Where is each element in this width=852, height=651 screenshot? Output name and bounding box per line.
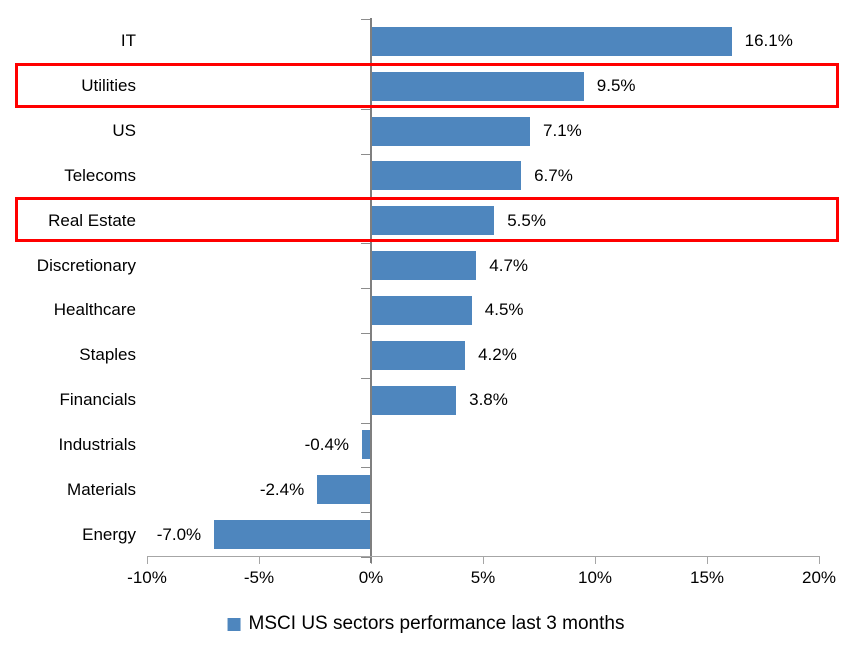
category-label: Staples bbox=[79, 345, 136, 365]
x-axis-tick bbox=[147, 557, 148, 564]
category-label: Telecoms bbox=[64, 165, 136, 185]
x-axis-tick-label: -5% bbox=[243, 568, 275, 587]
highlight-box-real-estate bbox=[15, 197, 839, 243]
category-label: Financials bbox=[59, 390, 136, 410]
x-axis-line bbox=[147, 556, 820, 557]
x-axis-tick bbox=[819, 557, 820, 564]
bar bbox=[371, 161, 522, 191]
value-label: 9.5% bbox=[596, 76, 636, 96]
category-boundary-tick bbox=[361, 467, 370, 468]
category-label: Real Estate bbox=[48, 210, 136, 230]
category-label: Industrials bbox=[58, 434, 136, 454]
highlight-box-utilities bbox=[15, 62, 839, 108]
category-boundary-tick bbox=[361, 109, 370, 110]
category-boundary-tick bbox=[361, 378, 370, 379]
zero-axis-line bbox=[370, 18, 372, 563]
x-axis-tick-label: 15% bbox=[689, 568, 725, 587]
x-axis-tick-label: 20% bbox=[801, 568, 837, 587]
value-label: 7.1% bbox=[543, 121, 582, 141]
category-label: Utilities bbox=[81, 76, 136, 96]
category-boundary-tick bbox=[361, 154, 370, 155]
bar bbox=[371, 71, 584, 101]
category-boundary-tick bbox=[361, 243, 370, 244]
legend-label: MSCI US sectors performance last 3 month… bbox=[248, 613, 625, 634]
category-label: Energy bbox=[82, 524, 136, 544]
value-label: 16.1% bbox=[744, 31, 793, 51]
bar bbox=[214, 520, 371, 550]
x-axis-tick-label: 0% bbox=[358, 568, 384, 587]
bar bbox=[371, 116, 531, 146]
x-axis-tick bbox=[595, 557, 596, 564]
category-label: Healthcare bbox=[53, 300, 136, 320]
value-label: 4.2% bbox=[478, 345, 517, 365]
category-label: US bbox=[112, 121, 136, 141]
category-label: IT bbox=[120, 31, 136, 51]
category-boundary-tick bbox=[361, 288, 370, 289]
x-axis-tick-label: 5% bbox=[470, 568, 496, 587]
value-label: 5.5% bbox=[507, 210, 546, 230]
category-label: Materials bbox=[67, 479, 136, 499]
bar bbox=[371, 206, 495, 236]
bar bbox=[371, 251, 477, 281]
category-boundary-tick bbox=[361, 333, 370, 334]
category-boundary-tick bbox=[361, 512, 370, 513]
x-axis-tick bbox=[707, 557, 708, 564]
legend-swatch bbox=[227, 617, 241, 631]
value-label: 4.7% bbox=[489, 255, 529, 275]
value-label: 4.5% bbox=[484, 300, 524, 320]
value-label: -0.4% bbox=[304, 434, 350, 454]
x-axis-tick-label: 10% bbox=[577, 568, 613, 587]
category-boundary-tick bbox=[361, 557, 370, 558]
value-label: 3.8% bbox=[469, 390, 508, 410]
x-axis-tick bbox=[259, 557, 260, 564]
value-label: 6.7% bbox=[534, 165, 573, 185]
bar bbox=[371, 385, 457, 415]
x-axis-tick-label: -10% bbox=[127, 568, 167, 587]
bar bbox=[362, 430, 371, 460]
bar bbox=[371, 26, 732, 56]
category-boundary-tick bbox=[361, 19, 370, 20]
bar bbox=[371, 295, 472, 325]
category-label: Discretionary bbox=[36, 255, 136, 275]
value-label: -7.0% bbox=[156, 524, 202, 544]
x-axis-tick bbox=[483, 557, 484, 564]
bar bbox=[317, 475, 371, 505]
category-boundary-tick bbox=[361, 423, 370, 424]
value-label: -2.4% bbox=[259, 479, 305, 499]
bar bbox=[371, 340, 466, 370]
legend: MSCI US sectors performance last 3 month… bbox=[227, 613, 625, 635]
